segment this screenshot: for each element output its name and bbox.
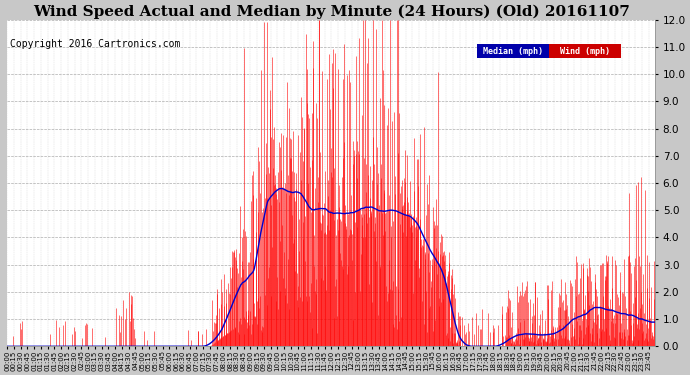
Bar: [477, 44, 549, 58]
Text: Median (mph): Median (mph): [483, 46, 543, 56]
Title: Wind Speed Actual and Median by Minute (24 Hours) (Old) 20161107: Wind Speed Actual and Median by Minute (…: [32, 4, 629, 18]
Text: Copyright 2016 Cartronics.com: Copyright 2016 Cartronics.com: [10, 39, 181, 50]
Bar: [549, 44, 621, 58]
Text: Wind (mph): Wind (mph): [560, 46, 610, 56]
